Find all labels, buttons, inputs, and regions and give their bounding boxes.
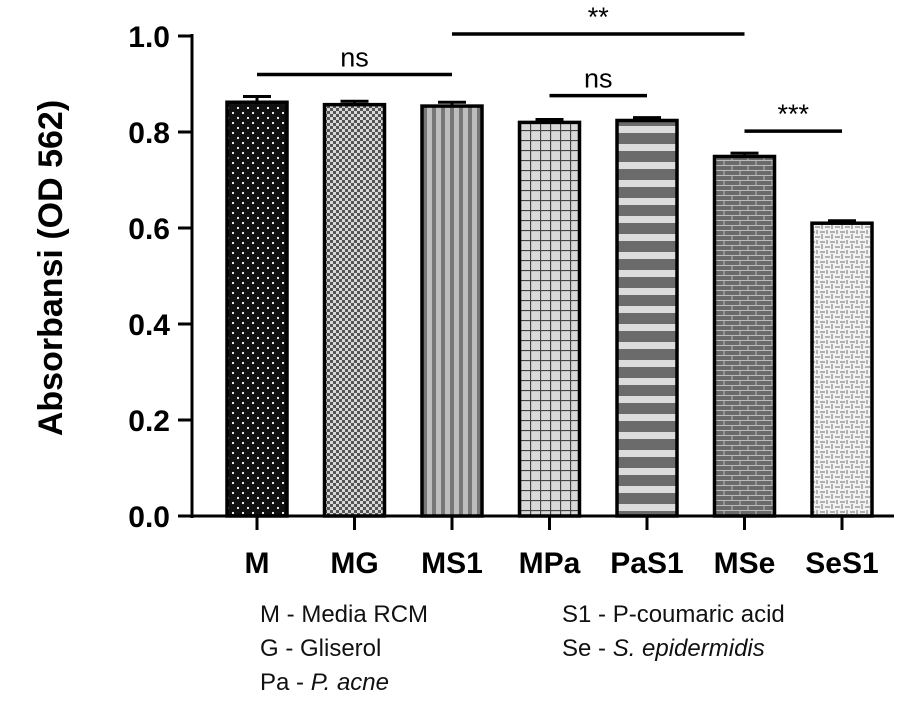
y-tick-label: 0.0 xyxy=(128,501,170,534)
x-axis: M MG MS1 MPa PaS1 MSe SeS1 xyxy=(192,514,894,580)
y-tick-label: 0.6 xyxy=(128,213,170,246)
significance-label: ns xyxy=(584,64,613,94)
legend-column-2: S1 - P-coumaric acid Se - S. epidermidis xyxy=(562,598,785,666)
x-tick-label-mpa: MPa xyxy=(519,547,581,580)
bars-group xyxy=(225,94,874,518)
significance-label: *** xyxy=(777,99,809,129)
y-tick-label: 0.4 xyxy=(128,309,170,342)
bar-mg xyxy=(322,102,387,518)
y-axis-label: Absorbansi (OD 562) xyxy=(32,100,70,436)
legend-entry: G - Gliserol xyxy=(260,635,382,662)
bar-ses1 xyxy=(810,221,874,518)
legend-entry: M - Media RCM xyxy=(260,601,429,628)
legend-entry: S1 - P-coumaric acid xyxy=(562,601,785,628)
y-tick-label: 1.0 xyxy=(128,21,170,54)
bar-ms1 xyxy=(420,104,484,518)
x-tick-label-ses1: SeS1 xyxy=(805,547,878,580)
significance-label: ** xyxy=(588,2,610,32)
x-tick-label-pas1: PaS1 xyxy=(610,547,683,580)
y-axis: 0.0 0.2 0.4 0.6 0.8 1.0 xyxy=(128,21,194,534)
x-tick-label-mse: MSe xyxy=(714,547,776,580)
bar-pas1 xyxy=(615,118,679,518)
legend-entry: Pa - P. acne xyxy=(260,669,389,696)
significance-label: ns xyxy=(340,42,369,72)
y-tick-label: 0.2 xyxy=(128,405,170,438)
bar-m xyxy=(225,100,289,518)
bar-mse xyxy=(712,154,777,518)
x-tick-label-ms1: MS1 xyxy=(421,547,483,580)
significance-group: ns ** ns *** xyxy=(257,2,842,133)
legend-entry: Se - S. epidermidis xyxy=(562,635,765,662)
x-tick-label-mg: MG xyxy=(330,547,378,580)
y-tick-label: 0.8 xyxy=(128,117,170,150)
x-tick-label-m: M xyxy=(245,547,270,580)
legend-column-1: M - Media RCM G - Gliserol Pa - P. acne xyxy=(260,598,428,700)
bar-mpa xyxy=(517,120,582,518)
